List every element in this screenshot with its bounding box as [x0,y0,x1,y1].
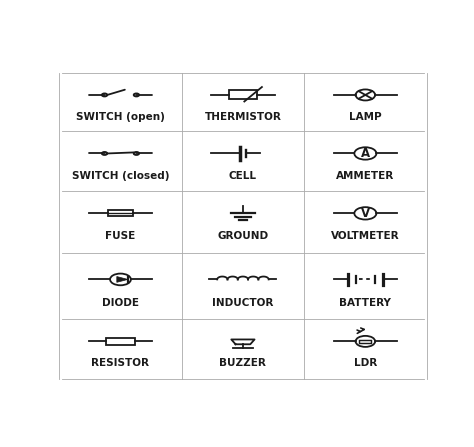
Text: INDUCTOR: INDUCTOR [212,298,273,308]
Text: SWITCH (closed): SWITCH (closed) [72,171,169,181]
Bar [229,90,257,99]
Text: LAMP: LAMP [349,112,382,122]
Text: GROUND: GROUND [218,231,268,241]
Text: LDR: LDR [354,358,377,368]
Bar [359,340,371,343]
Text: AMMETER: AMMETER [336,171,394,181]
Polygon shape [117,277,128,283]
Bar [108,211,133,216]
Text: FUSE: FUSE [105,231,136,241]
Bar [106,338,135,345]
Text: SWITCH (open): SWITCH (open) [76,112,165,122]
Text: VOLTMETER: VOLTMETER [331,231,400,241]
Text: BUZZER: BUZZER [219,358,266,368]
Text: CELL: CELL [229,171,257,181]
Text: BATTERY: BATTERY [339,298,392,308]
Text: THERMISTOR: THERMISTOR [204,112,282,122]
Text: A: A [361,147,370,160]
Text: V: V [361,207,370,220]
Text: RESISTOR: RESISTOR [91,358,149,368]
Text: DIODE: DIODE [102,298,139,308]
